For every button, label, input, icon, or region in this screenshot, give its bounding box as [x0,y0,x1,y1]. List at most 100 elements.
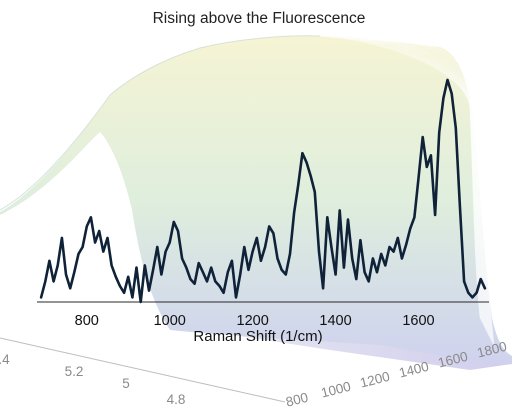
spectrum-point [44,280,47,283]
x-axis-ticks: 800 1000 1200 1400 1600 [75,313,435,329]
spectrum-point [48,259,51,262]
spectrum-point [413,216,416,219]
background-y-tick-label: 5.2 [65,364,84,379]
spectrum-point [231,259,233,262]
spectrum-point [454,127,457,129]
spectrum-point [380,253,383,255]
spectrum-point [81,246,84,248]
spectrum-point [401,257,403,260]
spectrum-point [251,250,254,253]
spectrum-point [143,264,146,267]
background-y-tick-label: .4 [0,352,10,367]
spectrum-point [396,237,399,239]
x-tick-label: 800 [75,313,99,329]
spectrum-point [430,154,432,157]
spectrum-point [305,161,308,164]
spectrum-point [301,152,304,155]
spectrum-point [160,273,163,276]
spectrum-point [334,273,337,276]
spectrum-point [226,271,229,274]
spectrum-point [359,239,362,242]
spectrum-point [164,250,167,253]
raman-plot: 800 1000 1200 1400 1600 Raman Shift (1/cm) [37,78,489,345]
spectrum-point [293,211,295,214]
spectrum-point [326,216,329,219]
spectrum-point [268,225,271,228]
spectrum-point [139,301,142,303]
spectrum-point [384,264,387,267]
spectrum-point [284,273,287,276]
spectrum-point [119,285,121,287]
spectrum-point [351,257,354,260]
spectrum-point [131,296,134,299]
background-y-tick-label: 4.8 [167,392,186,407]
raman-spectrum-line [39,78,487,304]
spectrum-point [409,227,412,230]
spectrum-point [148,289,150,292]
spectrum-point [330,246,333,248]
spectrum-point [355,278,358,280]
spectrum-point [405,243,407,246]
spectrum-point [94,241,96,244]
spectrum-point [40,296,42,299]
raman-spectrum-points [40,79,486,303]
spectrum-point [172,221,175,223]
spectrum-point [114,275,117,278]
spectrum-point [438,131,441,134]
background-axes: .4 5.2 5 4.8 800 1000 1200 1400 1600 1800 [0,337,508,410]
x-axis-label: Raman Shift (1/cm) [193,328,322,345]
spectrum-point [127,275,130,278]
spectrum-point [446,79,449,81]
spectrum-point [222,291,225,294]
spectrum-point [185,266,188,269]
spectrum-point [372,257,374,260]
surface-body [0,35,512,364]
spectrum-point [177,230,179,232]
spectrum-point [90,216,92,219]
spectrum-point [168,241,171,244]
spectrum-point [156,246,159,248]
spectrum-point [459,207,461,210]
spectrum-point [425,166,428,168]
spectrum-point [123,291,125,294]
spectrum-point [450,92,453,95]
spectrum-point [56,264,59,267]
spectrum-point [106,237,109,239]
spectrum-point [318,250,320,253]
surface-ridge [0,35,321,211]
spectrum-point [135,266,138,269]
spectrum-point [309,175,312,177]
x-tick-label: 1200 [237,313,269,329]
spectrum-point [297,184,300,187]
spectrum-point [61,237,63,239]
spectrum-point [98,230,101,232]
background-x-tick-label: 1400 [398,359,431,381]
spectrum-point [85,225,88,228]
spectrum-point [52,280,55,283]
spectrum-point [363,271,366,274]
spectrum-point [421,136,424,139]
spectrum-point [152,269,155,271]
spectrum-point [471,296,474,299]
x-tick-label: 1400 [319,313,351,329]
background-y-tick-label: 5 [122,376,130,391]
fluorescence-surface [0,35,512,370]
spectrum-point [210,266,213,269]
spectrum-point [202,271,204,274]
spectrum-point [479,278,482,280]
spectrum-point [255,237,258,239]
surface-strand [467,45,498,347]
spectrum-point [110,264,113,267]
background-depth-axis-line [0,337,286,403]
spectrum-point [235,296,237,299]
x-tick-label: 1600 [402,313,434,329]
spectrum-point [434,214,436,216]
spectrum-point [417,177,420,180]
background-x-tick-label: 1200 [359,369,392,391]
spectrum-point [313,191,316,194]
spectrum-point [442,97,445,100]
spectrum-point [181,257,184,260]
spectrum-point [276,257,279,260]
spectrum-point [264,246,266,248]
spectrum-point [338,209,341,212]
